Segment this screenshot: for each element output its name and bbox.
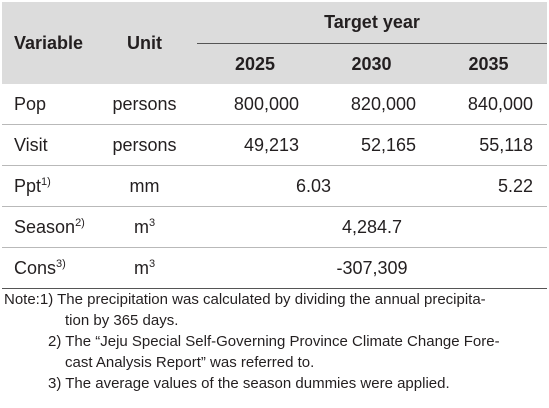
cell-variable: Season2) [2,206,92,248]
unit-exponent: 3 [148,257,156,270]
header-year-2035: 2035 [430,43,547,84]
cell-unit: persons [92,84,197,125]
note-2-line-1: 2) The “Jeju Special Self-Governing Prov… [48,333,500,350]
table-row-pop: Pop persons 800,000 820,000 840,000 [2,84,547,125]
cell-unit: mm [92,165,197,207]
note-label: Note: [4,291,40,308]
cell-2035: 55,118 [430,124,547,166]
cell-2035: 840,000 [430,84,547,125]
note-1: Note: 1) The precipitation was calculate… [4,289,545,310]
cell-2030: 820,000 [313,84,430,125]
header-year-2025: 2025 [197,43,313,84]
note-1-line-1: 1) The precipitation was calculated by d… [39,291,486,308]
header-unit: Unit [92,2,197,84]
unit-exponent: 3 [148,216,156,229]
note-2-line-2: cast Analysis Report” was referred to. [65,354,315,371]
note-3: 3) The average values of the season dumm… [48,375,450,392]
cell-2025: 49,213 [197,124,313,166]
note-1-line-2: tion by 365 days. [65,312,179,329]
cell-unit: m3 [92,247,197,289]
header-target-year: Target year [197,2,547,44]
table-row-season: Season2) m3 4,284.7 [2,206,547,248]
footnote-marker: 3) [56,257,66,270]
table-notes: Note: 1) The precipitation was calculate… [4,289,545,394]
cell-unit: persons [92,124,197,166]
footnote-marker: 1) [41,175,51,188]
table-row-ppt: Ppt1) mm 6.03 5.22 [2,165,547,207]
cell-2025: 800,000 [197,84,313,125]
cell-2030: 52,165 [313,124,430,166]
cell-variable: Ppt1) [2,165,92,207]
cell-all-years: 4,284.7 [197,206,547,248]
cell-all-years: -307,309 [197,247,547,289]
cell-2025-2030: 6.03 [197,165,430,207]
cell-2035: 5.22 [430,165,547,207]
header-variable: Variable [2,2,92,84]
cell-variable: Visit [2,124,92,166]
cell-variable: Pop [2,84,92,125]
table-row-visit: Visit persons 49,213 52,165 55,118 [2,124,547,166]
cell-variable: Cons3) [2,247,92,289]
target-year-table: Variable Unit Target year 2025 2030 2035… [2,2,547,289]
cell-unit: m3 [92,206,197,248]
header-year-2030: 2030 [313,43,430,84]
footnote-marker: 2) [75,216,85,229]
table-row-cons: Cons3) m3 -307,309 [2,247,547,289]
